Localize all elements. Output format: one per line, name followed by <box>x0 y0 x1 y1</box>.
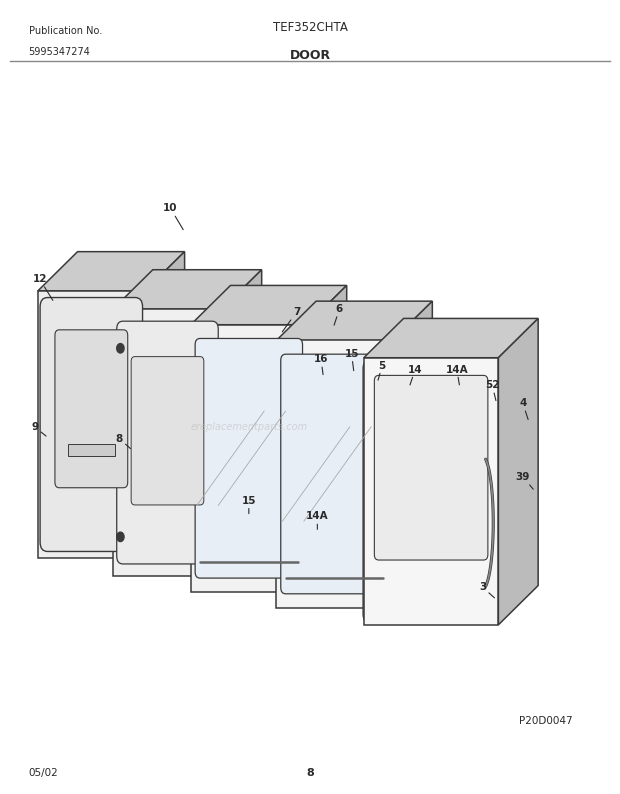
Polygon shape <box>38 291 145 558</box>
Circle shape <box>117 344 124 353</box>
FancyBboxPatch shape <box>40 298 143 552</box>
FancyBboxPatch shape <box>55 330 128 488</box>
Text: 15: 15 <box>242 495 256 514</box>
Text: DOOR: DOOR <box>290 49 330 62</box>
Text: 10: 10 <box>163 203 183 229</box>
Polygon shape <box>364 318 538 358</box>
Text: 15: 15 <box>344 349 359 371</box>
Polygon shape <box>222 270 262 576</box>
Text: 12: 12 <box>32 274 53 300</box>
Text: 14A: 14A <box>306 511 329 530</box>
Text: 5995347274: 5995347274 <box>29 48 91 57</box>
Text: 8: 8 <box>115 434 131 449</box>
Polygon shape <box>113 270 262 309</box>
FancyBboxPatch shape <box>281 354 388 594</box>
Text: 7: 7 <box>282 307 300 332</box>
Circle shape <box>117 532 124 542</box>
FancyBboxPatch shape <box>195 338 303 578</box>
FancyBboxPatch shape <box>363 360 499 622</box>
Text: 6: 6 <box>334 304 343 326</box>
Text: TEF352CHTA: TEF352CHTA <box>273 21 347 34</box>
Text: P20D0047: P20D0047 <box>520 715 573 726</box>
Polygon shape <box>364 358 498 625</box>
Polygon shape <box>191 325 307 592</box>
Text: 8: 8 <box>306 768 314 777</box>
FancyBboxPatch shape <box>374 376 488 560</box>
Text: ereplacementparts.com: ereplacementparts.com <box>190 422 308 432</box>
Text: 39: 39 <box>516 472 533 489</box>
FancyBboxPatch shape <box>131 357 204 505</box>
Polygon shape <box>113 309 222 576</box>
Polygon shape <box>277 301 432 341</box>
Text: 16: 16 <box>314 354 328 375</box>
Text: 4: 4 <box>519 399 528 419</box>
Text: 5: 5 <box>378 360 386 380</box>
Text: Publication No.: Publication No. <box>29 25 102 36</box>
Polygon shape <box>498 318 538 625</box>
Text: 14: 14 <box>408 364 422 385</box>
FancyBboxPatch shape <box>117 322 218 564</box>
Text: 05/02: 05/02 <box>29 768 58 777</box>
Polygon shape <box>38 252 185 291</box>
Polygon shape <box>145 252 185 558</box>
Polygon shape <box>191 285 347 325</box>
Text: 3: 3 <box>479 582 495 598</box>
Bar <box>68 444 115 456</box>
Text: 9: 9 <box>31 422 46 436</box>
Polygon shape <box>277 341 392 607</box>
Text: 14A: 14A <box>446 364 468 385</box>
Polygon shape <box>392 301 432 607</box>
Text: 52: 52 <box>485 380 500 401</box>
Polygon shape <box>307 285 347 592</box>
